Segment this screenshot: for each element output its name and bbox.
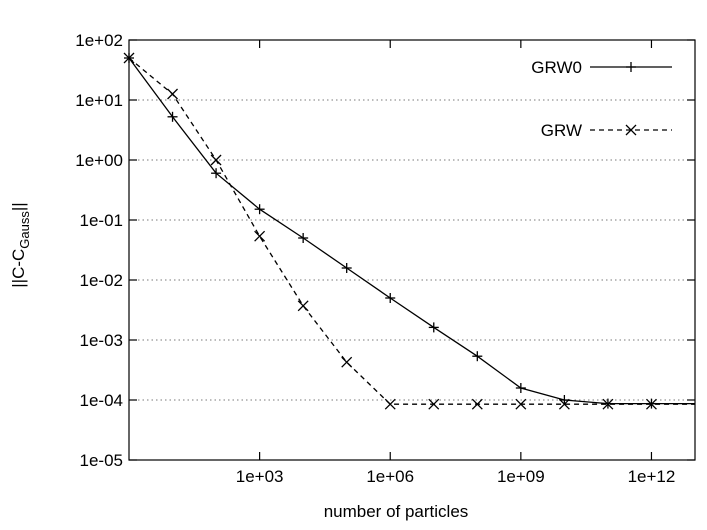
legend-marker-grw0 xyxy=(626,62,636,72)
data-point-grw0-5 xyxy=(341,263,352,273)
data-point-grw-11 xyxy=(602,398,614,410)
legend-marker-grw xyxy=(625,124,637,136)
series-grw xyxy=(123,52,695,410)
data-point-grw-5 xyxy=(341,356,353,368)
data-point-grw-2 xyxy=(210,154,222,166)
data-point-grw-12 xyxy=(646,398,657,410)
y-tick-label-5: 1e-03 xyxy=(80,331,123,350)
data-point-grw-10 xyxy=(558,398,570,410)
data-point-grw-5-d2 xyxy=(341,356,353,368)
data-point-grw0-1 xyxy=(167,111,178,122)
data-point-grw-6-d2 xyxy=(384,398,396,410)
legend-item-grw: GRW xyxy=(541,121,672,140)
legend-label-grw: GRW xyxy=(541,121,582,140)
data-point-grw-7-d2 xyxy=(428,398,440,410)
data-point-grw-3 xyxy=(254,230,266,242)
data-point-grw0-9 xyxy=(515,383,526,393)
data-point-grw0-3 xyxy=(254,204,265,215)
y-tick-label-4: 1e-02 xyxy=(80,271,123,290)
data-point-grw-9-d2 xyxy=(515,398,527,410)
legend-marker-grw-d2 xyxy=(625,124,637,136)
legend: GRW0 GRW xyxy=(531,58,672,140)
x-axis-title: number of particles xyxy=(324,502,469,521)
series-line-grw xyxy=(128,57,695,405)
data-point-grw-4 xyxy=(297,300,309,312)
y-tick-label-3: 1e-01 xyxy=(80,211,123,230)
series-grw0 xyxy=(124,53,695,409)
plot-frame xyxy=(128,39,696,461)
data-point-grw-1 xyxy=(167,88,178,100)
data-point-grw-4-d2 xyxy=(297,300,309,312)
x-tick-label-0: 1e+03 xyxy=(236,467,284,486)
data-point-grw-10-d2 xyxy=(558,398,570,410)
data-point-grw-12-d2 xyxy=(646,398,657,410)
data-point-grw0-2 xyxy=(211,168,222,179)
series-line-grw0 xyxy=(128,57,695,405)
y-tick-label-1: 1e+01 xyxy=(75,91,123,110)
x-tick-label-1: 1e+06 xyxy=(366,467,414,486)
legend-item-grw0: GRW0 xyxy=(531,58,672,77)
grid-lines xyxy=(129,99,695,401)
data-point-grw-1-d2 xyxy=(167,88,178,100)
data-point-grw0-6 xyxy=(385,293,396,303)
y-axis-title-subscript: Gauss xyxy=(17,211,32,249)
x-tick-label-3: 1e+12 xyxy=(628,467,676,486)
data-point-grw-2-d2 xyxy=(210,154,222,166)
data-point-grw-8 xyxy=(471,398,483,410)
y-tick-label-6: 1e-04 xyxy=(80,391,123,410)
axes: 1e+02 1e+01 1e+00 1e-01 1e-02 1e-03 1e-04 1e-05… xyxy=(75,31,696,486)
x-tick-label-2: 1e+09 xyxy=(497,467,545,486)
data-point-grw-8-d2 xyxy=(471,398,483,410)
y-tick-label-0: 1e+02 xyxy=(75,31,123,50)
data-point-grw0-4 xyxy=(298,233,309,243)
data-point-grw-3-d2 xyxy=(254,230,266,242)
y-axis-title-end: || xyxy=(9,202,28,211)
legend-label-grw0: GRW0 xyxy=(531,58,582,77)
data-point-grw-6 xyxy=(384,398,396,410)
data-point-grw-7 xyxy=(428,398,440,410)
y-tick-label-2: 1e+00 xyxy=(75,151,123,170)
y-axis-title: ||C-CGauss|| xyxy=(9,202,32,287)
y-tick-label-7: 1e-05 xyxy=(80,451,123,470)
data-point-grw-11-d2 xyxy=(602,398,614,410)
data-point-grw-9 xyxy=(515,398,527,410)
data-point-grw0-7 xyxy=(428,322,439,333)
y-axis-title-main: ||C-C xyxy=(9,249,28,288)
data-point-grw0-8 xyxy=(472,351,483,362)
series-group xyxy=(123,52,695,410)
